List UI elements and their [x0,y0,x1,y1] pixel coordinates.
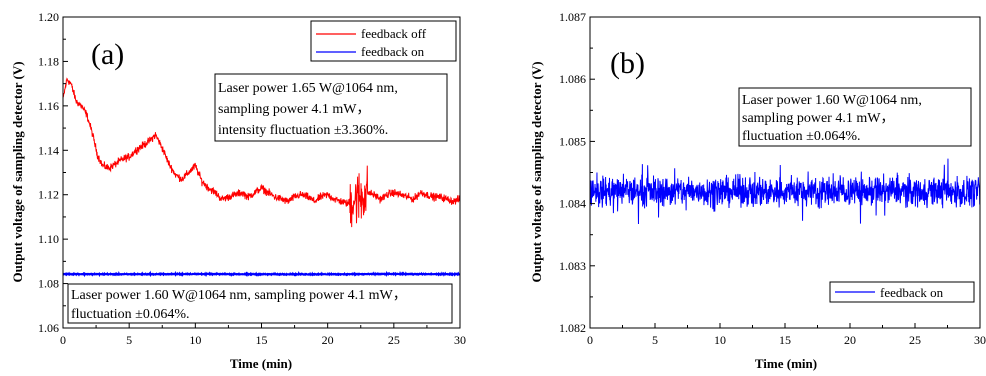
chart-a-panel-label: (a) [91,38,124,71]
chart-a-annotation-1-line-1: Laser power 1.65 W@1064 nm, [218,81,398,96]
chart-b-y-tick-label: 1.086 [559,72,586,86]
chart-a-annotation-2-line-1: Laser power 1.60 W@1064 nm, sampling pow… [71,288,407,303]
chart-b-x-tick-label: 5 [652,333,658,347]
chart-b-annotation-line-3: fluctuation ±0.064%. [742,129,861,144]
chart-a-y-tick-label: 1.18 [38,54,59,68]
chart-b-x-axis-label: Time (min) [755,356,817,371]
chart-b-y-tick-label: 1.083 [559,259,586,273]
chart-b: 0 5 10 15 20 25 30 1.082 1.083 1.084 1.085 1.086 1.0… [529,10,986,371]
chart-a-annotation-box-1 [214,73,448,142]
chart-a-annotation-1-line-3: intensity fluctuation ±3.360%. [218,123,388,138]
chart-b-annotation: Laser power 1.60 W@1064 nm, sampling pow… [738,87,972,147]
chart-a-annotation-feedback-on: Laser power 1.60 W@1064 nm, sampling pow… [67,283,453,324]
chart-b-x-tick-label: 10 [714,333,726,347]
chart-a-x-tick-label: 10 [189,333,201,347]
chart-b-x-tick-label: 25 [909,333,921,347]
chart-b-x-tick-label: 30 [974,333,986,347]
chart-a-y-tick-label: 1.12 [38,188,59,202]
chart-a-y-tick-label: 1.20 [38,10,59,24]
chart-b-legend: feedback on [829,281,975,303]
chart-a-annotation-1-line-2: sampling power 4.1 mW， [218,102,370,117]
chart-a-series [62,77,461,278]
chart-a-series-feedback-off [62,77,461,228]
chart-a-x-tick-label: 15 [256,333,268,347]
chart-b-series [589,158,981,225]
chart-a-legend: feedback off feedback on [310,20,457,62]
chart-b-panel-label: (b) [610,47,645,80]
chart-a-x-tick-label: 30 [454,333,466,347]
chart-a-y-tick-label: 1.06 [38,321,59,335]
chart-a-x-axis-label: Time (min) [230,356,292,371]
chart-b-x-tick-label: 20 [844,333,856,347]
chart-a-y-tick-label: 1.10 [38,232,59,246]
chart-a-legend-box [310,20,457,62]
chart-a-x-tick-label: 25 [388,333,400,347]
chart-b-annotation-box [738,87,972,147]
chart-b-ticks: 0 5 10 15 20 25 30 1.082 1.083 1.084 1.085 1.086 1.0… [559,10,986,347]
chart-a-legend-label-feedback-off: feedback off [361,26,427,41]
chart-b-y-axis-label: Output voltage of sampling detector (V) [529,61,544,282]
chart-a-x-tick-label: 5 [126,333,132,347]
chart-a-series-feedback-on [62,270,461,278]
chart-b-y-tick-label: 1.087 [559,10,586,24]
chart-b-x-tick-label: 15 [779,333,791,347]
chart-b-y-tick-label: 1.085 [559,134,586,148]
chart-b-legend-label-feedback-on: feedback on [880,285,944,300]
chart-a-y-tick-label: 1.08 [38,277,59,291]
chart-a-x-tick-label: 0 [60,333,66,347]
chart-b-legend-box [829,281,975,303]
chart-a-y-tick-label: 1.14 [38,143,59,157]
chart-b-series-feedback-on [589,158,981,225]
chart-a: 0 5 10 15 20 25 30 1.06 1.08 1.10 1.12 1.14 1.16 1.18… [10,10,466,371]
chart-a-annotation-box-2 [67,283,453,324]
chart-a-y-tick-label: 1.16 [38,99,59,113]
chart-b-y-tick-label: 1.084 [559,197,586,211]
chart-a-y-axis-label: Output voltage of sampling detector (V) [10,61,25,282]
chart-a-annotation-2-line-2: fluctuation ±0.064%. [71,307,190,322]
chart-a-x-tick-label: 20 [322,333,334,347]
chart-b-y-tick-label: 1.082 [559,321,586,335]
chart-a-annotation-feedback-off: Laser power 1.65 W@1064 nm, sampling pow… [214,73,448,142]
chart-b-x-tick-label: 0 [587,333,593,347]
chart-a-ticks: 0 5 10 15 20 25 30 1.06 1.08 1.10 1.12 1.14 1.16 1.18… [38,10,466,347]
chart-a-legend-label-feedback-on: feedback on [361,44,425,59]
chart-b-annotation-line-2: sampling power 4.1 mW， [742,111,894,126]
chart-b-annotation-line-1: Laser power 1.60 W@1064 nm, [742,93,922,108]
chart-b-plot-frame [589,16,981,329]
